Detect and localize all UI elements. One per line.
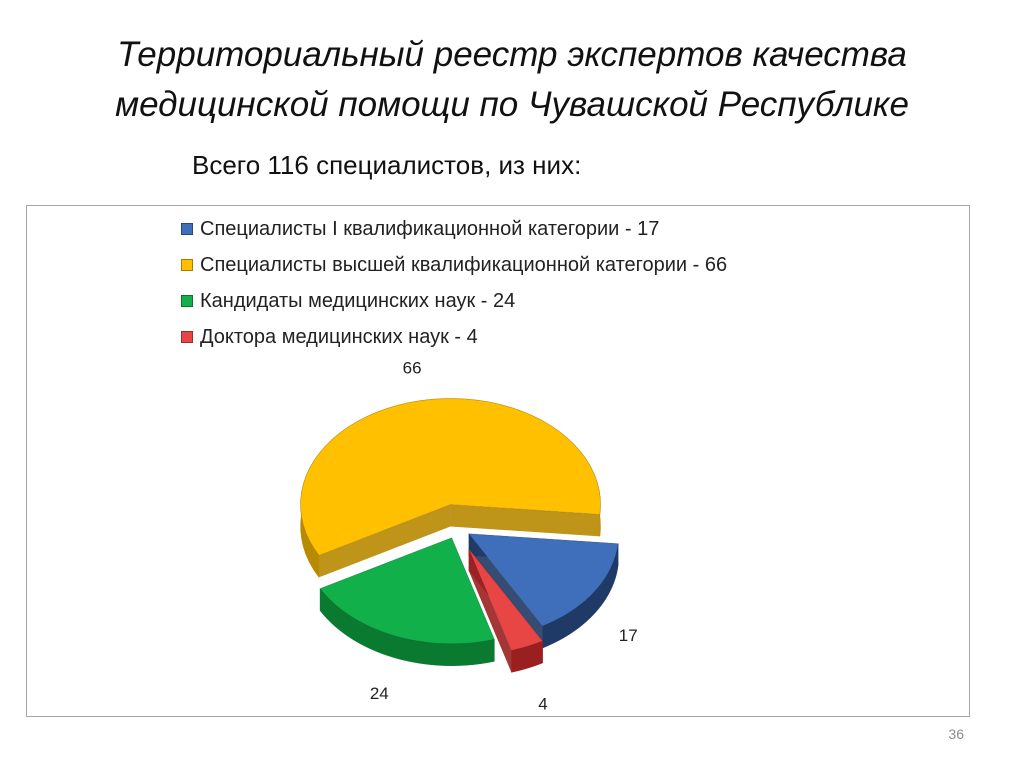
legend-item: Кандидаты медицинских наук - 24 [181,283,727,319]
pie-slice [300,398,601,556]
legend-label: Доктора медицинских наук - 4 [200,325,478,348]
pie-slice-wall [318,504,451,578]
slide-subtitle: Всего 116 специалистов, из них: [192,150,582,180]
legend-swatch [181,295,193,307]
legend-label: Специалисты I квалификационной категории… [200,217,660,240]
legend-swatch [181,259,193,271]
pie-slice [467,533,619,627]
legend-swatch [181,223,193,235]
data-label: 66 [403,358,422,377]
data-label: 4 [538,694,547,713]
data-label: 17 [619,626,638,645]
pie-slice-group [319,537,495,666]
pie-slice [319,537,495,645]
chart-frame: Специалисты I квалификационной категории… [26,205,970,717]
legend-item: Специалисты I квалификационной категории… [181,211,727,247]
legend-label: Специалисты высшей квалификационной кате… [200,253,728,276]
slide-title: Территориальный реестр экспертов качеств… [40,30,984,130]
legend-item: Специалисты высшей квалификационной кате… [181,247,727,283]
legend-swatch [181,331,193,343]
legend-label: Кандидаты медицинских наук - 24 [200,289,516,312]
pie-slice-wall [450,504,600,537]
pie-chart: 17 66 24 4 [300,358,638,713]
pie-slice-group [300,398,601,579]
page-number: 36 [948,726,964,742]
slide-title-line-1: Территориальный реестр экспертов качеств… [117,35,907,74]
pie-slice-group [468,548,544,673]
data-label: 24 [370,684,389,703]
legend-item: Доктора медицинских наук - 4 [181,319,727,355]
slide-title-line-2: медицинской помощи по Чувашской Республи… [115,85,909,124]
pie-slice [468,548,544,651]
chart-legend: Специалисты I квалификационной категории… [181,211,727,355]
